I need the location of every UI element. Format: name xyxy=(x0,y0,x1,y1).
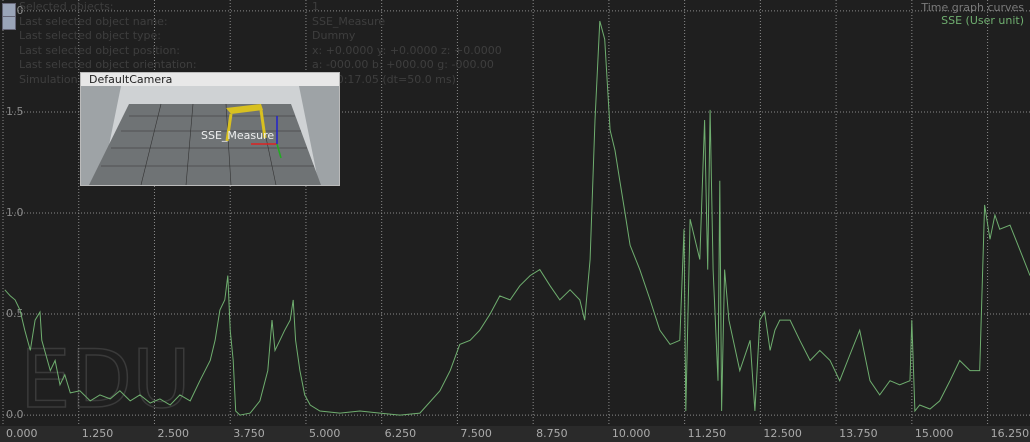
series-line xyxy=(4,20,1030,416)
info-label: Last selected object type: xyxy=(19,29,162,42)
x-tick-label: 11.250 xyxy=(688,427,727,440)
y-tick-label: 1.5 xyxy=(6,105,24,118)
x-tick-label: 15.000 xyxy=(915,427,954,440)
x-tick-label: 1.250 xyxy=(82,427,114,440)
info-label: Last selected object orientation: xyxy=(19,58,197,71)
x-tick-label: 16.250 xyxy=(991,427,1030,440)
x-tick-label: 6.250 xyxy=(385,427,417,440)
x-axis-bar xyxy=(0,426,1030,442)
info-label: Selected objects: xyxy=(19,0,114,13)
info-label: Last selected object position: xyxy=(19,43,181,57)
menu-button[interactable] xyxy=(2,3,16,17)
x-tick-label: 12.500 xyxy=(763,427,802,440)
x-tick-label: 0.000 xyxy=(6,427,38,440)
info-value: 1 xyxy=(312,0,319,13)
info-value: x: +0.0000 y: +0.0000 z: +0.0000 xyxy=(312,43,502,57)
y-tick-label: 0.5 xyxy=(6,307,24,320)
x-tick-label: 8.750 xyxy=(536,427,568,440)
camera-title: DefaultCamera xyxy=(81,73,339,86)
info-value: SSE_Measure xyxy=(312,14,386,28)
legend-entry: SSE (User unit) xyxy=(941,14,1024,27)
x-tick-label: 5.000 xyxy=(309,427,341,440)
graph-title: Time graph curves xyxy=(920,1,1024,14)
y-tick-label: 1.0 xyxy=(6,206,24,219)
info-value: a: -000.00 b: +000.00 g: -000.00 xyxy=(312,58,494,71)
x-tick-label: 3.750 xyxy=(233,427,265,440)
camera-view: DefaultCamera SSE_Measure xyxy=(80,72,340,186)
x-tick-label: 13.750 xyxy=(839,427,878,440)
info-value: 00:00:17.05 (dt=50.0 ms) xyxy=(312,72,456,86)
scene: SSE_Measure xyxy=(81,86,339,185)
menu-button[interactable] xyxy=(2,16,16,30)
object-label: SSE_Measure xyxy=(201,129,274,142)
info-value: Dummy xyxy=(312,29,356,42)
info-label: Last selected object name: xyxy=(19,14,168,28)
y-tick-label: 0.0 xyxy=(6,408,24,421)
watermark: EDU xyxy=(20,333,191,426)
x-tick-label: 2.500 xyxy=(157,427,189,440)
x-tick-label: 10.000 xyxy=(612,427,651,440)
x-tick-label: 7.500 xyxy=(460,427,492,440)
